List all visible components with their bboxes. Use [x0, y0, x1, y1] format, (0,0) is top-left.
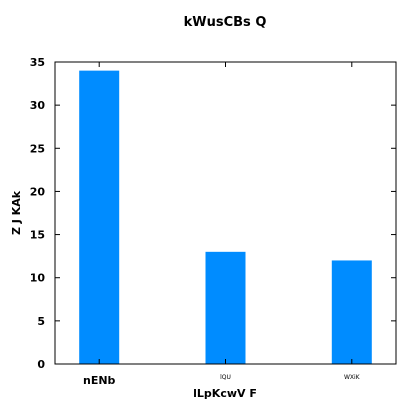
y-tick-label: 35 — [30, 56, 45, 69]
y-tick-label: 5 — [37, 315, 45, 328]
x-tick-label: WXiK — [344, 374, 361, 381]
y-tick-label: 20 — [30, 185, 46, 198]
y-tick-label: 15 — [30, 229, 45, 242]
chart-title: kWusCBs Q — [184, 15, 267, 30]
x-tick-label: lQU — [220, 374, 231, 381]
y-tick-label: 10 — [30, 272, 46, 285]
bar-lQU — [205, 251, 246, 364]
y-tick-label: 30 — [30, 99, 46, 112]
y-axis-label: Z J KAk — [10, 190, 23, 235]
y-tick-label: 25 — [30, 142, 45, 155]
x-tick-label: nENb — [83, 374, 116, 387]
bar-nENb — [79, 70, 120, 364]
plot-frame — [54, 61, 397, 365]
y-tick-label: 0 — [37, 358, 45, 371]
x-axis-label: lLpKcwV F — [193, 387, 257, 400]
plot-area: 0 5 10 15 20 25 30 35 nENb lQU WXiK — [30, 56, 396, 387]
bar-WXiK — [331, 260, 372, 364]
